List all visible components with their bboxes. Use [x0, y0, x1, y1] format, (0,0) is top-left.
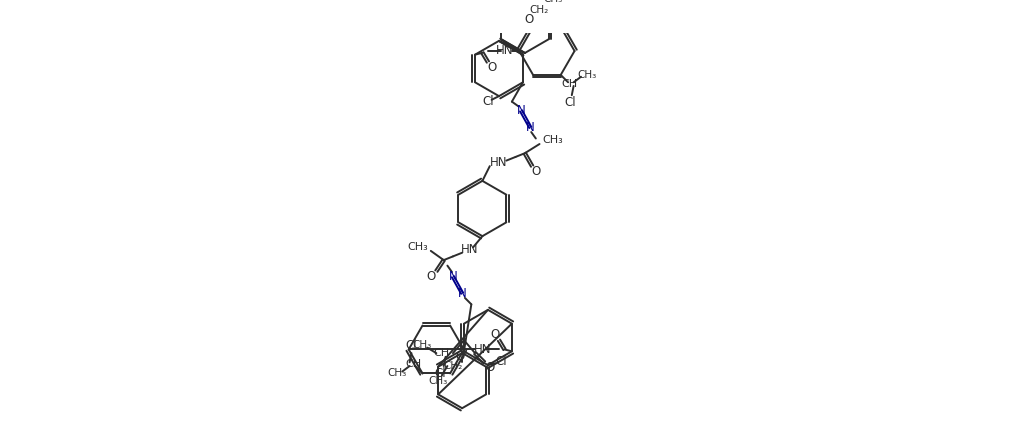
- Text: HN: HN: [474, 343, 491, 356]
- Text: CH₃: CH₃: [544, 0, 563, 4]
- Text: CH₃: CH₃: [412, 340, 431, 350]
- Text: HN: HN: [496, 45, 514, 57]
- Text: O: O: [525, 13, 534, 26]
- Text: N: N: [448, 270, 457, 283]
- Text: O: O: [455, 350, 465, 363]
- Text: Cl: Cl: [405, 339, 418, 352]
- Text: O: O: [531, 165, 540, 178]
- Text: O: O: [485, 361, 494, 374]
- Text: CH₃: CH₃: [577, 70, 596, 80]
- Text: CH₃: CH₃: [387, 368, 406, 378]
- Text: CH₂: CH₂: [529, 6, 548, 15]
- Text: Cl: Cl: [495, 355, 506, 368]
- Text: Cl: Cl: [482, 95, 494, 108]
- Text: N: N: [457, 287, 467, 300]
- Text: CH: CH: [562, 79, 578, 89]
- Text: CH: CH: [434, 348, 450, 358]
- Text: CH: CH: [405, 359, 422, 369]
- Text: O: O: [491, 328, 500, 341]
- Text: Cl: Cl: [565, 96, 576, 109]
- Text: N: N: [517, 105, 526, 117]
- Text: CH₂: CH₂: [443, 361, 463, 371]
- Text: CH₃: CH₃: [429, 376, 448, 386]
- Text: CH₃: CH₃: [542, 135, 563, 145]
- Text: HN: HN: [460, 243, 478, 255]
- Text: O: O: [487, 61, 496, 74]
- Text: Cl: Cl: [434, 367, 446, 380]
- Text: O: O: [426, 270, 435, 283]
- Text: HN: HN: [490, 156, 507, 169]
- Text: CH₃: CH₃: [407, 242, 428, 252]
- Text: N: N: [526, 121, 535, 134]
